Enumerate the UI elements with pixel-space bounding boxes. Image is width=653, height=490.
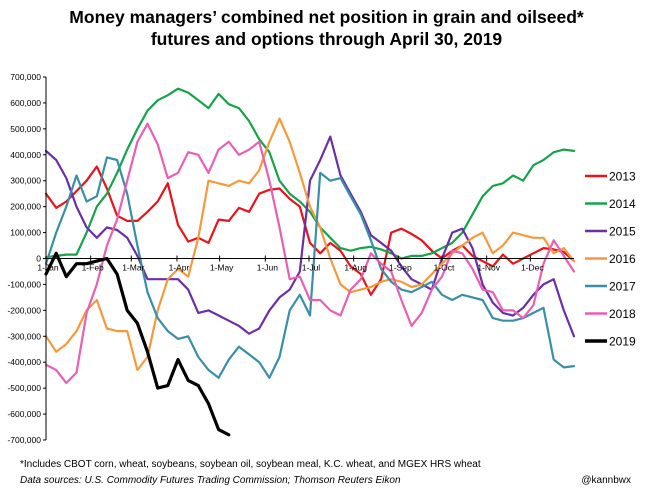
x-tick-label: 1-Aug (344, 263, 367, 273)
series-line-2014 (44, 87, 576, 260)
y-tick-label: -600,000 (7, 409, 41, 419)
x-tick-label: 1-Jun (257, 263, 279, 273)
legend-label-2014: 2014 (609, 197, 636, 211)
series-line-2013 (44, 165, 576, 296)
footnote: *Includes CBOT corn, wheat, soybeans, so… (20, 459, 481, 470)
y-tick-label: 500,000 (10, 124, 41, 134)
y-tick-label: 0 (36, 254, 41, 264)
legend-label-2016: 2016 (609, 252, 636, 266)
series-layer (44, 87, 576, 437)
legend: 2013 2014 2015 2016 2017 2018 2019 (585, 170, 636, 349)
x-tick-label: 1-Dec (521, 263, 544, 273)
x-tick-label: 1-Nov (477, 263, 500, 273)
y-tick-label: -100,000 (7, 279, 41, 289)
chart-title-line1: Money managers’ combined net position in… (69, 7, 584, 27)
x-tick-label: 1-Feb (82, 263, 104, 273)
legend-label-2013: 2013 (609, 170, 636, 184)
y-tick-label: 300,000 (10, 176, 41, 186)
x-tick-label: 1-Apr (169, 263, 190, 273)
series-line-2019 (44, 251, 231, 437)
legend-label-2017: 2017 (609, 280, 636, 294)
x-tick-label: 1-Mar (122, 263, 144, 273)
y-tick-label: -200,000 (7, 305, 41, 315)
x-tick-label: 1-Jul (302, 263, 321, 273)
y-tick-label: 700,000 (10, 72, 41, 82)
x-tick-label: 1-Oct (434, 263, 455, 273)
y-tick-label: 100,000 (10, 228, 41, 238)
axis-layer: 700,000 600,000 500,000 400,000 300,000 200,0… (7, 72, 574, 445)
y-tick-label: -500,000 (7, 383, 41, 393)
x-tick-label: 1-Jan (37, 263, 59, 273)
y-tick-label: -300,000 (7, 331, 41, 341)
series-line-2018 (44, 122, 576, 385)
x-tick-label: 1-Sep (389, 263, 412, 273)
y-tick-label: 400,000 (10, 150, 41, 160)
series-line-2017 (44, 156, 576, 379)
legend-label-2018: 2018 (609, 307, 636, 321)
legend-label-2015: 2015 (609, 225, 636, 239)
y-tick-label: -400,000 (7, 357, 41, 367)
series-line-2016 (44, 117, 576, 372)
y-tick-label: 200,000 (10, 202, 41, 212)
y-tick-label: 600,000 (10, 98, 41, 108)
x-tick-label: 1-May (210, 263, 234, 273)
data-sources: Data sources: U.S. Commodity Futures Tra… (20, 475, 401, 486)
author-handle: @kannbwx (581, 475, 631, 486)
chart-title-line2: futures and options through April 30, 20… (150, 29, 503, 49)
y-tick-label: -700,000 (7, 435, 41, 445)
legend-label-2019: 2019 (609, 335, 636, 349)
chart-title: Money managers’ combined net position in… (0, 6, 653, 50)
